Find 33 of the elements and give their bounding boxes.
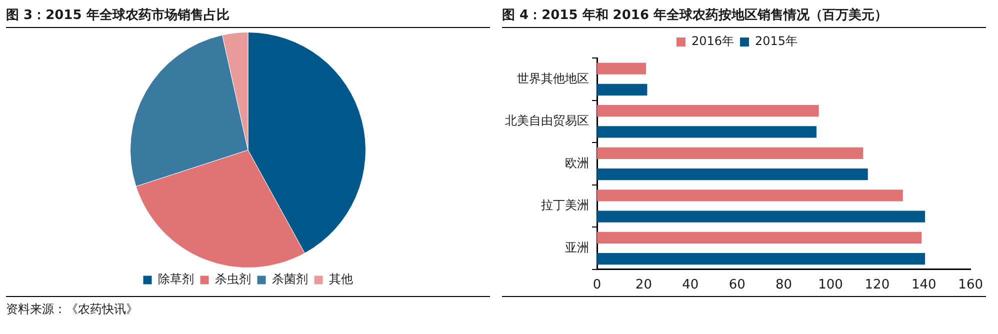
legend-label: 杀虫剂	[215, 272, 251, 286]
chart-title: 图 4：2015 年和 2016 年全球农药按地区销售情况（百万美元）	[502, 4, 986, 28]
legend-label: 杀菌剂	[272, 272, 308, 286]
legend-label: 其他	[329, 272, 353, 286]
x-tick-label: 80	[776, 278, 792, 293]
bar	[597, 126, 816, 138]
chart-title: 图 3：2015 年全球农药市场销售占比	[6, 4, 490, 28]
bar	[597, 84, 648, 96]
x-tick-label: 100	[818, 278, 843, 293]
x-tick-label: 120	[864, 278, 890, 293]
x-tick-label: 0	[592, 278, 602, 293]
y-tick-label: 欧洲	[565, 156, 589, 170]
x-tick-label: 40	[682, 278, 699, 293]
y-tick-label: 北美自由贸易区	[505, 114, 589, 128]
y-tick-label: 拉丁美洲	[541, 198, 589, 212]
x-tick-label: 140	[911, 278, 936, 293]
bar	[597, 147, 864, 159]
bar	[597, 210, 926, 222]
x-tick-label: 20	[635, 278, 652, 293]
legend-label: 除草剂	[158, 272, 194, 286]
bar	[597, 168, 868, 180]
bar	[597, 253, 926, 265]
bar	[597, 232, 922, 244]
legend-label: 2016年	[691, 34, 734, 48]
text: 资料来源：《农药快讯》	[6, 296, 490, 318]
bar	[597, 190, 903, 202]
y-tick-label: 亚洲	[565, 240, 589, 254]
y-tick-label: 世界其他地区	[517, 71, 589, 86]
legend-label: 2015年	[755, 34, 798, 48]
bar	[597, 105, 819, 117]
x-tick-label: 160	[958, 278, 984, 293]
x-tick-label: 60	[728, 278, 746, 293]
bar	[597, 62, 646, 74]
